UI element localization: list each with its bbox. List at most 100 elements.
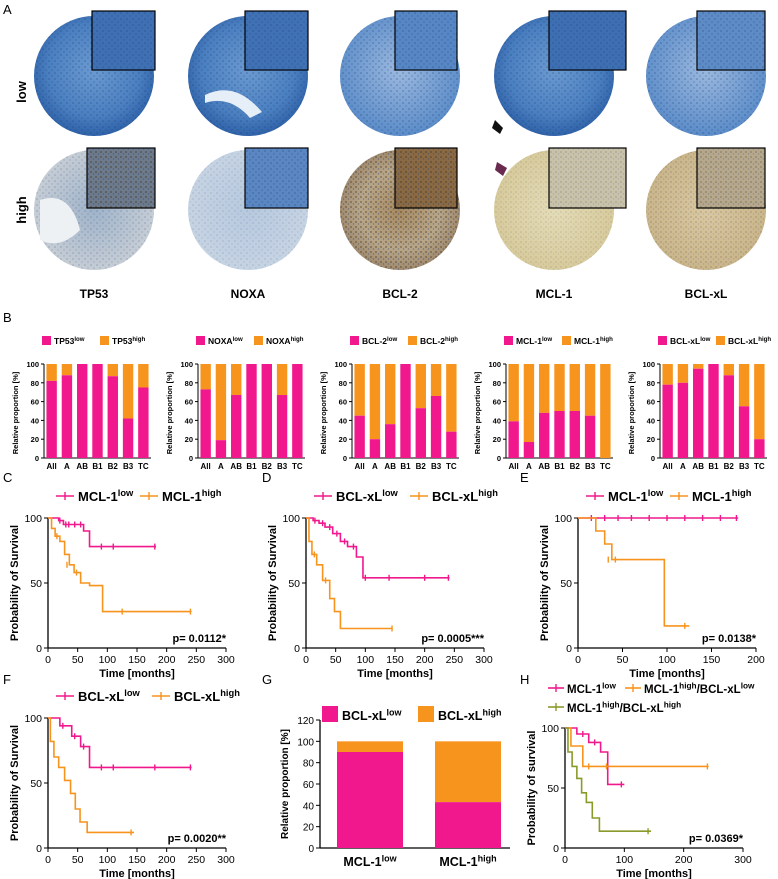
- y-tick-label: 80: [493, 379, 501, 388]
- marker-label-tp53: TP53: [80, 287, 109, 301]
- legend-label-high-base: NOXA: [266, 336, 291, 346]
- y-tick-label: 0: [308, 844, 314, 855]
- x-tick-label: 0: [562, 854, 568, 866]
- y-tick-label: 40: [31, 416, 39, 425]
- legend-label-low-base: BCL-xL: [336, 489, 382, 504]
- km-line-0: [48, 517, 156, 548]
- x-tick-label: AB: [692, 462, 704, 471]
- marker-label-mcl1: MCL-1: [536, 287, 573, 301]
- y-axis-label: Relative proportion [%]: [280, 729, 291, 839]
- x-tick-label: 100: [99, 854, 117, 866]
- x-tick-label: B3: [739, 462, 750, 471]
- bar-low-B2: [107, 376, 118, 458]
- x-tick-label: All: [47, 462, 57, 471]
- p-value: p= 0.0369*: [689, 833, 744, 845]
- x-tick-label: 150: [128, 654, 146, 666]
- x-tick-label: 150: [386, 654, 404, 666]
- legend-swatch-high: [418, 706, 434, 722]
- y-tick-label: 0: [36, 643, 42, 655]
- legend-label-high: BCL-xLhigh: [728, 336, 771, 346]
- bar-low-B1: [708, 364, 719, 458]
- legend-swatch-high: [408, 336, 417, 345]
- panel-letter-f: F: [3, 672, 11, 687]
- x-tick-label: 50: [72, 654, 84, 666]
- x-tick-label: All: [201, 462, 211, 471]
- x-tick-label: All: [509, 462, 519, 471]
- legend-label-1-tail-sup: low: [741, 682, 755, 691]
- y-tick-label: 0: [553, 843, 559, 855]
- y-tick-label: 40: [493, 416, 501, 425]
- x-tick-label: B3: [123, 462, 134, 471]
- legend-label-low-sup: low: [233, 336, 243, 343]
- legend-label-low-sup: low: [74, 336, 84, 343]
- x-tick-label: 100: [616, 854, 634, 866]
- legend-swatch-low: [322, 706, 338, 722]
- legend-label-high-base: BCL-xL: [174, 689, 220, 704]
- y-tick-label: 60: [339, 398, 347, 407]
- bar-high-AB: [385, 364, 396, 425]
- p-value: p= 0.0112*: [172, 633, 226, 645]
- bar-high-0: [337, 741, 403, 752]
- km-line-0: [565, 727, 625, 786]
- y-tick-label: 100: [541, 723, 559, 735]
- y-tick-label: 100: [642, 360, 655, 369]
- x-tick-label: 250: [188, 654, 206, 666]
- x-tick-label: B1: [708, 462, 719, 471]
- bar-high-A: [369, 364, 381, 440]
- x-tick-label: 50: [72, 854, 84, 866]
- bar-low-All: [354, 415, 365, 458]
- y-tick-label: 100: [488, 360, 501, 369]
- y-tick-label: 0: [294, 643, 300, 655]
- y-axis-label: Probability of Survival: [9, 725, 21, 841]
- y-axis-label: Probability of survival: [526, 731, 538, 846]
- x-tick-label: 150: [128, 854, 146, 866]
- x-tick-label: A: [680, 462, 686, 471]
- panel-letter-e: E: [520, 470, 529, 485]
- legend-label-2-tail: /BCL-xL: [620, 703, 664, 715]
- legend-label-low-sup: low: [386, 707, 402, 717]
- legend-label-high-sup: high: [220, 688, 240, 698]
- legend-label-low-base: BCL-xL: [342, 709, 387, 723]
- legend-label-high-sup: high: [732, 488, 752, 498]
- row-label-low: low: [14, 80, 29, 103]
- p-value: p= 0.0020**: [168, 833, 227, 845]
- legend-label-high-base: BCL-xL: [728, 336, 758, 346]
- x-axis-label: Time [months]: [99, 668, 175, 680]
- legend-label-low: BCL-xLlow: [78, 688, 141, 704]
- legend-swatch-low: [504, 336, 513, 345]
- bar-low-All: [46, 380, 57, 458]
- bar-low-AB: [693, 368, 704, 458]
- x-tick-label: 200: [675, 854, 693, 866]
- bar-high-All: [46, 364, 57, 381]
- x-tick-label: A: [526, 462, 532, 471]
- bar-low-B1: [92, 364, 103, 458]
- panel-letter-h: H: [520, 672, 529, 687]
- km-line-1: [306, 517, 393, 630]
- legend-label-0-sup: low: [602, 682, 616, 691]
- legend-label-low-sup: low: [387, 336, 397, 343]
- y-tick-label: 80: [185, 379, 193, 388]
- bar-high-A: [61, 364, 73, 376]
- bar-high-A: [215, 364, 227, 441]
- legend-label-low-base: NOXA: [208, 336, 233, 346]
- x-tick-label: B2: [416, 462, 427, 471]
- x-tick-label: 100: [357, 654, 375, 666]
- tissue-core-tp53-high: [34, 147, 156, 270]
- panel-letter-b: B: [3, 310, 12, 325]
- x-axis-label: Time [months]: [616, 868, 692, 879]
- panel-letter-a: A: [3, 2, 12, 17]
- x-tick-label: 150: [703, 654, 721, 666]
- legend-label-high-sup: high: [291, 336, 304, 343]
- bar-high-AB: [539, 364, 550, 413]
- marker-label-noxa: NOXA: [231, 287, 266, 301]
- x-tick-label: 0: [45, 654, 51, 666]
- bar-low-All: [662, 384, 673, 458]
- x-tick-label: TC: [600, 462, 611, 471]
- legend-label-low-sup: low: [648, 488, 664, 498]
- bar-low-0: [337, 752, 403, 848]
- bar-high-AB: [693, 364, 704, 369]
- bar-high-B2: [723, 364, 734, 376]
- legend-label-high: BCL-xLhigh: [174, 688, 240, 704]
